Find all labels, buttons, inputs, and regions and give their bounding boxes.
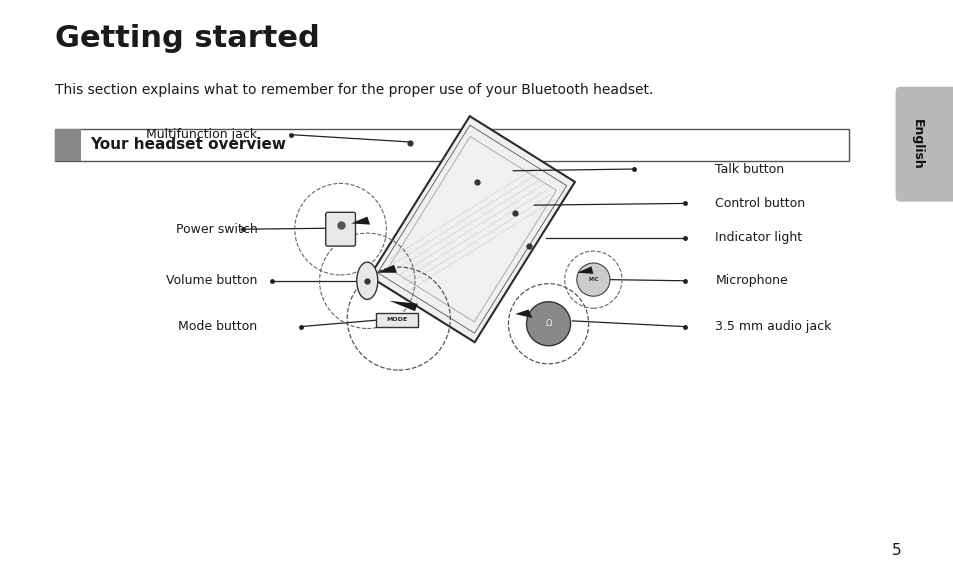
Text: Ω: Ω — [545, 319, 551, 328]
Text: Power switch: Power switch — [175, 223, 257, 236]
Polygon shape — [389, 301, 417, 311]
Bar — [55, 129, 81, 161]
Text: English: English — [910, 119, 923, 170]
Text: 5: 5 — [891, 543, 901, 558]
Text: Mode button: Mode button — [178, 320, 257, 333]
Text: Indicator light: Indicator light — [715, 231, 801, 244]
Text: Talk button: Talk button — [715, 163, 783, 175]
Polygon shape — [577, 266, 593, 274]
Text: This section explains what to remember for the proper use of your Bluetooth head: This section explains what to remember f… — [55, 83, 653, 97]
Text: Control button: Control button — [715, 197, 804, 210]
Text: Multifunction jack: Multifunction jack — [147, 128, 257, 141]
Polygon shape — [376, 265, 396, 273]
Bar — [55, 129, 848, 161]
Text: Your headset overview: Your headset overview — [91, 138, 286, 152]
Text: MIC: MIC — [588, 277, 598, 282]
Circle shape — [577, 263, 609, 296]
Polygon shape — [351, 217, 370, 225]
FancyBboxPatch shape — [325, 213, 355, 246]
Polygon shape — [369, 116, 575, 342]
Ellipse shape — [356, 262, 377, 300]
Polygon shape — [515, 309, 532, 318]
Circle shape — [526, 302, 570, 346]
Text: Getting started: Getting started — [55, 24, 320, 53]
Text: Microphone: Microphone — [715, 274, 787, 287]
Text: 3.5 mm audio jack: 3.5 mm audio jack — [715, 320, 831, 333]
Text: MODE: MODE — [386, 317, 407, 322]
Bar — [375, 313, 417, 327]
FancyBboxPatch shape — [895, 87, 953, 202]
Text: Volume button: Volume button — [166, 274, 257, 287]
